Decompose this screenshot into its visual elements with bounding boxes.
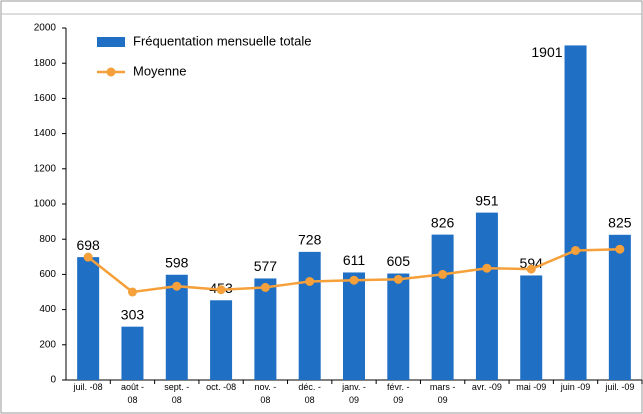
value-label: 825	[608, 215, 632, 231]
legend-marker	[106, 67, 116, 77]
bar	[608, 234, 631, 380]
x-tick-line: août -	[121, 382, 144, 392]
x-tick-label: nov. - 08	[254, 382, 276, 405]
x-tick-line: 08	[127, 395, 137, 405]
marker	[172, 281, 182, 291]
x-tick-line: janv. -	[341, 382, 366, 392]
y-tick-label: 0	[50, 375, 56, 386]
x-tick-line: juil. -08	[73, 382, 103, 392]
y-tick-label: 1000	[34, 199, 57, 210]
x-tick-label: mars - 09	[430, 382, 456, 405]
bar	[431, 234, 454, 380]
value-label: 1901	[531, 44, 562, 60]
bar	[475, 212, 498, 380]
marker	[482, 263, 492, 273]
legend-swatch	[97, 37, 125, 47]
x-tick-line: sept. -	[164, 382, 189, 392]
x-tick-line: juin -09	[560, 382, 591, 392]
bar	[298, 251, 321, 380]
value-label: 826	[431, 214, 455, 230]
x-tick-line: nov. -	[254, 382, 276, 392]
y-tick-label: 1800	[34, 58, 57, 69]
x-tick-line: févr. -	[387, 382, 410, 392]
value-label: 598	[165, 254, 189, 270]
y-tick-label: 1200	[34, 163, 57, 174]
value-label: 728	[298, 232, 322, 248]
marker	[393, 274, 403, 284]
x-tick-line: mars -	[430, 382, 456, 392]
marker	[349, 275, 359, 285]
marker	[571, 245, 581, 255]
x-tick-line: 08	[305, 395, 315, 405]
legend-label: Moyenne	[133, 63, 186, 78]
bar	[520, 275, 543, 380]
marker	[615, 244, 625, 254]
marker	[127, 287, 137, 297]
x-tick-label: août - 08	[121, 382, 144, 405]
bar	[77, 257, 100, 380]
y-tick-label: 200	[39, 339, 56, 350]
value-label: 303	[121, 306, 145, 322]
bar	[564, 45, 587, 380]
x-tick-label: juil. -09	[604, 382, 634, 392]
y-tick-label: 1600	[34, 93, 57, 104]
bar	[165, 274, 188, 380]
x-tick-label: sept. - 08	[164, 382, 189, 405]
x-tick-label: mai -09	[516, 382, 546, 392]
y-tick-label: 1400	[34, 128, 57, 139]
y-tick-label: 600	[39, 269, 56, 280]
value-label: 698	[76, 237, 100, 253]
x-tick-label: déc. - 08	[298, 382, 321, 405]
marker	[526, 264, 536, 274]
y-tick-label: 400	[39, 304, 56, 315]
x-tick-line: avr. -09	[472, 382, 502, 392]
x-tick-label: avr. -09	[472, 382, 502, 392]
x-tick-label: janv. - 09	[341, 382, 366, 405]
marker	[438, 269, 448, 279]
x-tick-line: 09	[393, 395, 403, 405]
marker	[216, 285, 226, 295]
value-label: 611	[343, 252, 366, 268]
bar	[210, 300, 233, 380]
x-tick-line: 08	[260, 395, 270, 405]
legend-label: Fréquentation mensuelle totale	[133, 33, 312, 48]
value-label: 951	[475, 192, 499, 208]
y-tick-label: 2000	[34, 23, 57, 34]
x-tick-line: 09	[438, 395, 448, 405]
bar	[121, 326, 144, 380]
x-tick-label: févr. - 09	[387, 382, 410, 405]
x-tick-label: oct. -08	[206, 382, 236, 392]
bar	[254, 278, 277, 380]
x-tick-line: juil. -09	[604, 382, 634, 392]
value-label: 577	[254, 258, 278, 274]
marker	[260, 282, 270, 292]
x-tick-line: déc. -	[298, 382, 321, 392]
x-tick-line: oct. -08	[206, 382, 236, 392]
bar	[387, 273, 410, 380]
y-tick-label: 800	[39, 234, 56, 245]
marker	[305, 276, 315, 286]
x-tick-label: juil. -08	[73, 382, 103, 392]
x-tick-line: mai -09	[516, 382, 546, 392]
x-tick-label: juin -09	[560, 382, 591, 392]
bar	[343, 272, 365, 380]
value-label: 605	[387, 253, 411, 269]
x-tick-line: 08	[172, 395, 182, 405]
marker	[83, 252, 93, 262]
x-tick-line: 09	[349, 395, 359, 405]
